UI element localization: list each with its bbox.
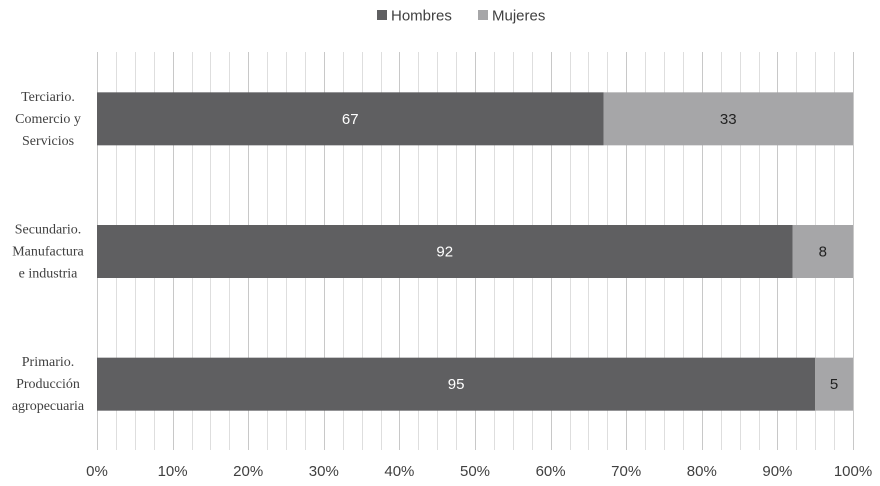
- data-label-mujeres: 5: [830, 376, 838, 393]
- legend: Hombres Mujeres: [377, 8, 545, 25]
- x-tick-label: 100%: [834, 463, 872, 480]
- x-axis-ticks: 0% 10% 20% 30% 40% 50% 60% 70% 80% 90% 100%: [86, 463, 872, 480]
- category-label-line: Primario.: [22, 355, 75, 370]
- x-tick-label: 50%: [460, 463, 490, 480]
- bar-mujeres: [603, 92, 853, 146]
- legend-swatch-mujeres: [478, 10, 488, 20]
- x-tick-label: 40%: [384, 463, 414, 480]
- category-label: Secundario. Manufactura e industria: [12, 223, 84, 282]
- legend-swatch-hombres: [377, 10, 387, 20]
- x-tick-label: 0%: [86, 463, 108, 480]
- legend-label-mujeres: Mujeres: [492, 8, 545, 25]
- x-tick-label: 30%: [309, 463, 339, 480]
- x-tick-label: 90%: [762, 463, 792, 480]
- legend-label-hombres: Hombres: [391, 8, 452, 25]
- category-label-line: Servicios: [22, 134, 74, 149]
- x-tick-label: 70%: [611, 463, 641, 480]
- data-label-mujeres: 8: [819, 244, 827, 261]
- category-label-line: e industria: [19, 267, 78, 282]
- category-label-line: Terciario.: [21, 90, 75, 105]
- data-label-hombres: 92: [436, 244, 453, 261]
- bar-hombres: [97, 357, 816, 411]
- bar-mujeres: [815, 357, 853, 411]
- category-label-line: Producción: [16, 377, 80, 392]
- category-label-line: Secundario.: [15, 223, 81, 238]
- bar-hombres: [97, 225, 793, 278]
- data-label-mujeres: 33: [720, 111, 737, 128]
- category-label: Primario. Producción agropecuaria: [12, 355, 85, 414]
- x-tick-label: 10%: [158, 463, 188, 480]
- bars: 67 33 92 8 95 5: [97, 92, 853, 411]
- x-tick-label: 20%: [233, 463, 263, 480]
- x-tick-label: 80%: [687, 463, 717, 480]
- category-label: Terciario. Comercio y Servicios: [15, 90, 81, 149]
- data-label-hombres: 95: [448, 376, 465, 393]
- x-tick-label: 60%: [536, 463, 566, 480]
- bar-mujeres: [792, 225, 853, 278]
- category-label-line: agropecuaria: [12, 399, 85, 414]
- category-label-line: Comercio y: [15, 112, 81, 127]
- category-label-line: Manufactura: [12, 245, 84, 260]
- data-label-hombres: 67: [342, 111, 359, 128]
- bar-hombres: [97, 92, 604, 146]
